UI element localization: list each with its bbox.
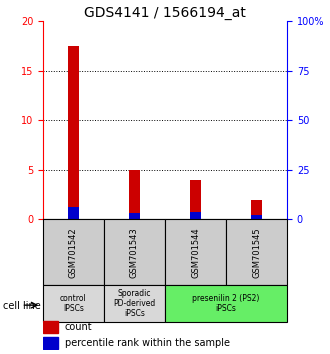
Bar [165,219,226,285]
Bar [190,180,201,219]
Bar [190,212,201,219]
Bar [104,285,165,322]
Bar [43,337,57,349]
Title: GDS4141 / 1566194_at: GDS4141 / 1566194_at [84,6,246,20]
Bar [104,219,165,285]
Bar [68,207,79,219]
Text: GSM701543: GSM701543 [130,227,139,278]
Bar [43,219,104,285]
Text: GSM701545: GSM701545 [252,227,261,278]
Text: Sporadic
PD-derived
iPSCs: Sporadic PD-derived iPSCs [113,289,156,319]
Bar [251,215,262,219]
Bar [129,170,140,219]
Text: percentile rank within the sample: percentile rank within the sample [65,338,230,348]
Bar [251,200,262,219]
Text: GSM701544: GSM701544 [191,227,200,278]
Bar [43,321,57,333]
Bar [226,219,287,285]
Text: presenilin 2 (PS2)
iPSCs: presenilin 2 (PS2) iPSCs [192,294,260,313]
Bar [165,285,287,322]
Bar [68,46,79,219]
Bar [129,212,140,219]
Text: cell line: cell line [3,301,41,311]
Text: control
IPSCs: control IPSCs [60,294,87,313]
Text: GSM701542: GSM701542 [69,227,78,278]
Bar [43,285,104,322]
Text: count: count [65,322,92,332]
